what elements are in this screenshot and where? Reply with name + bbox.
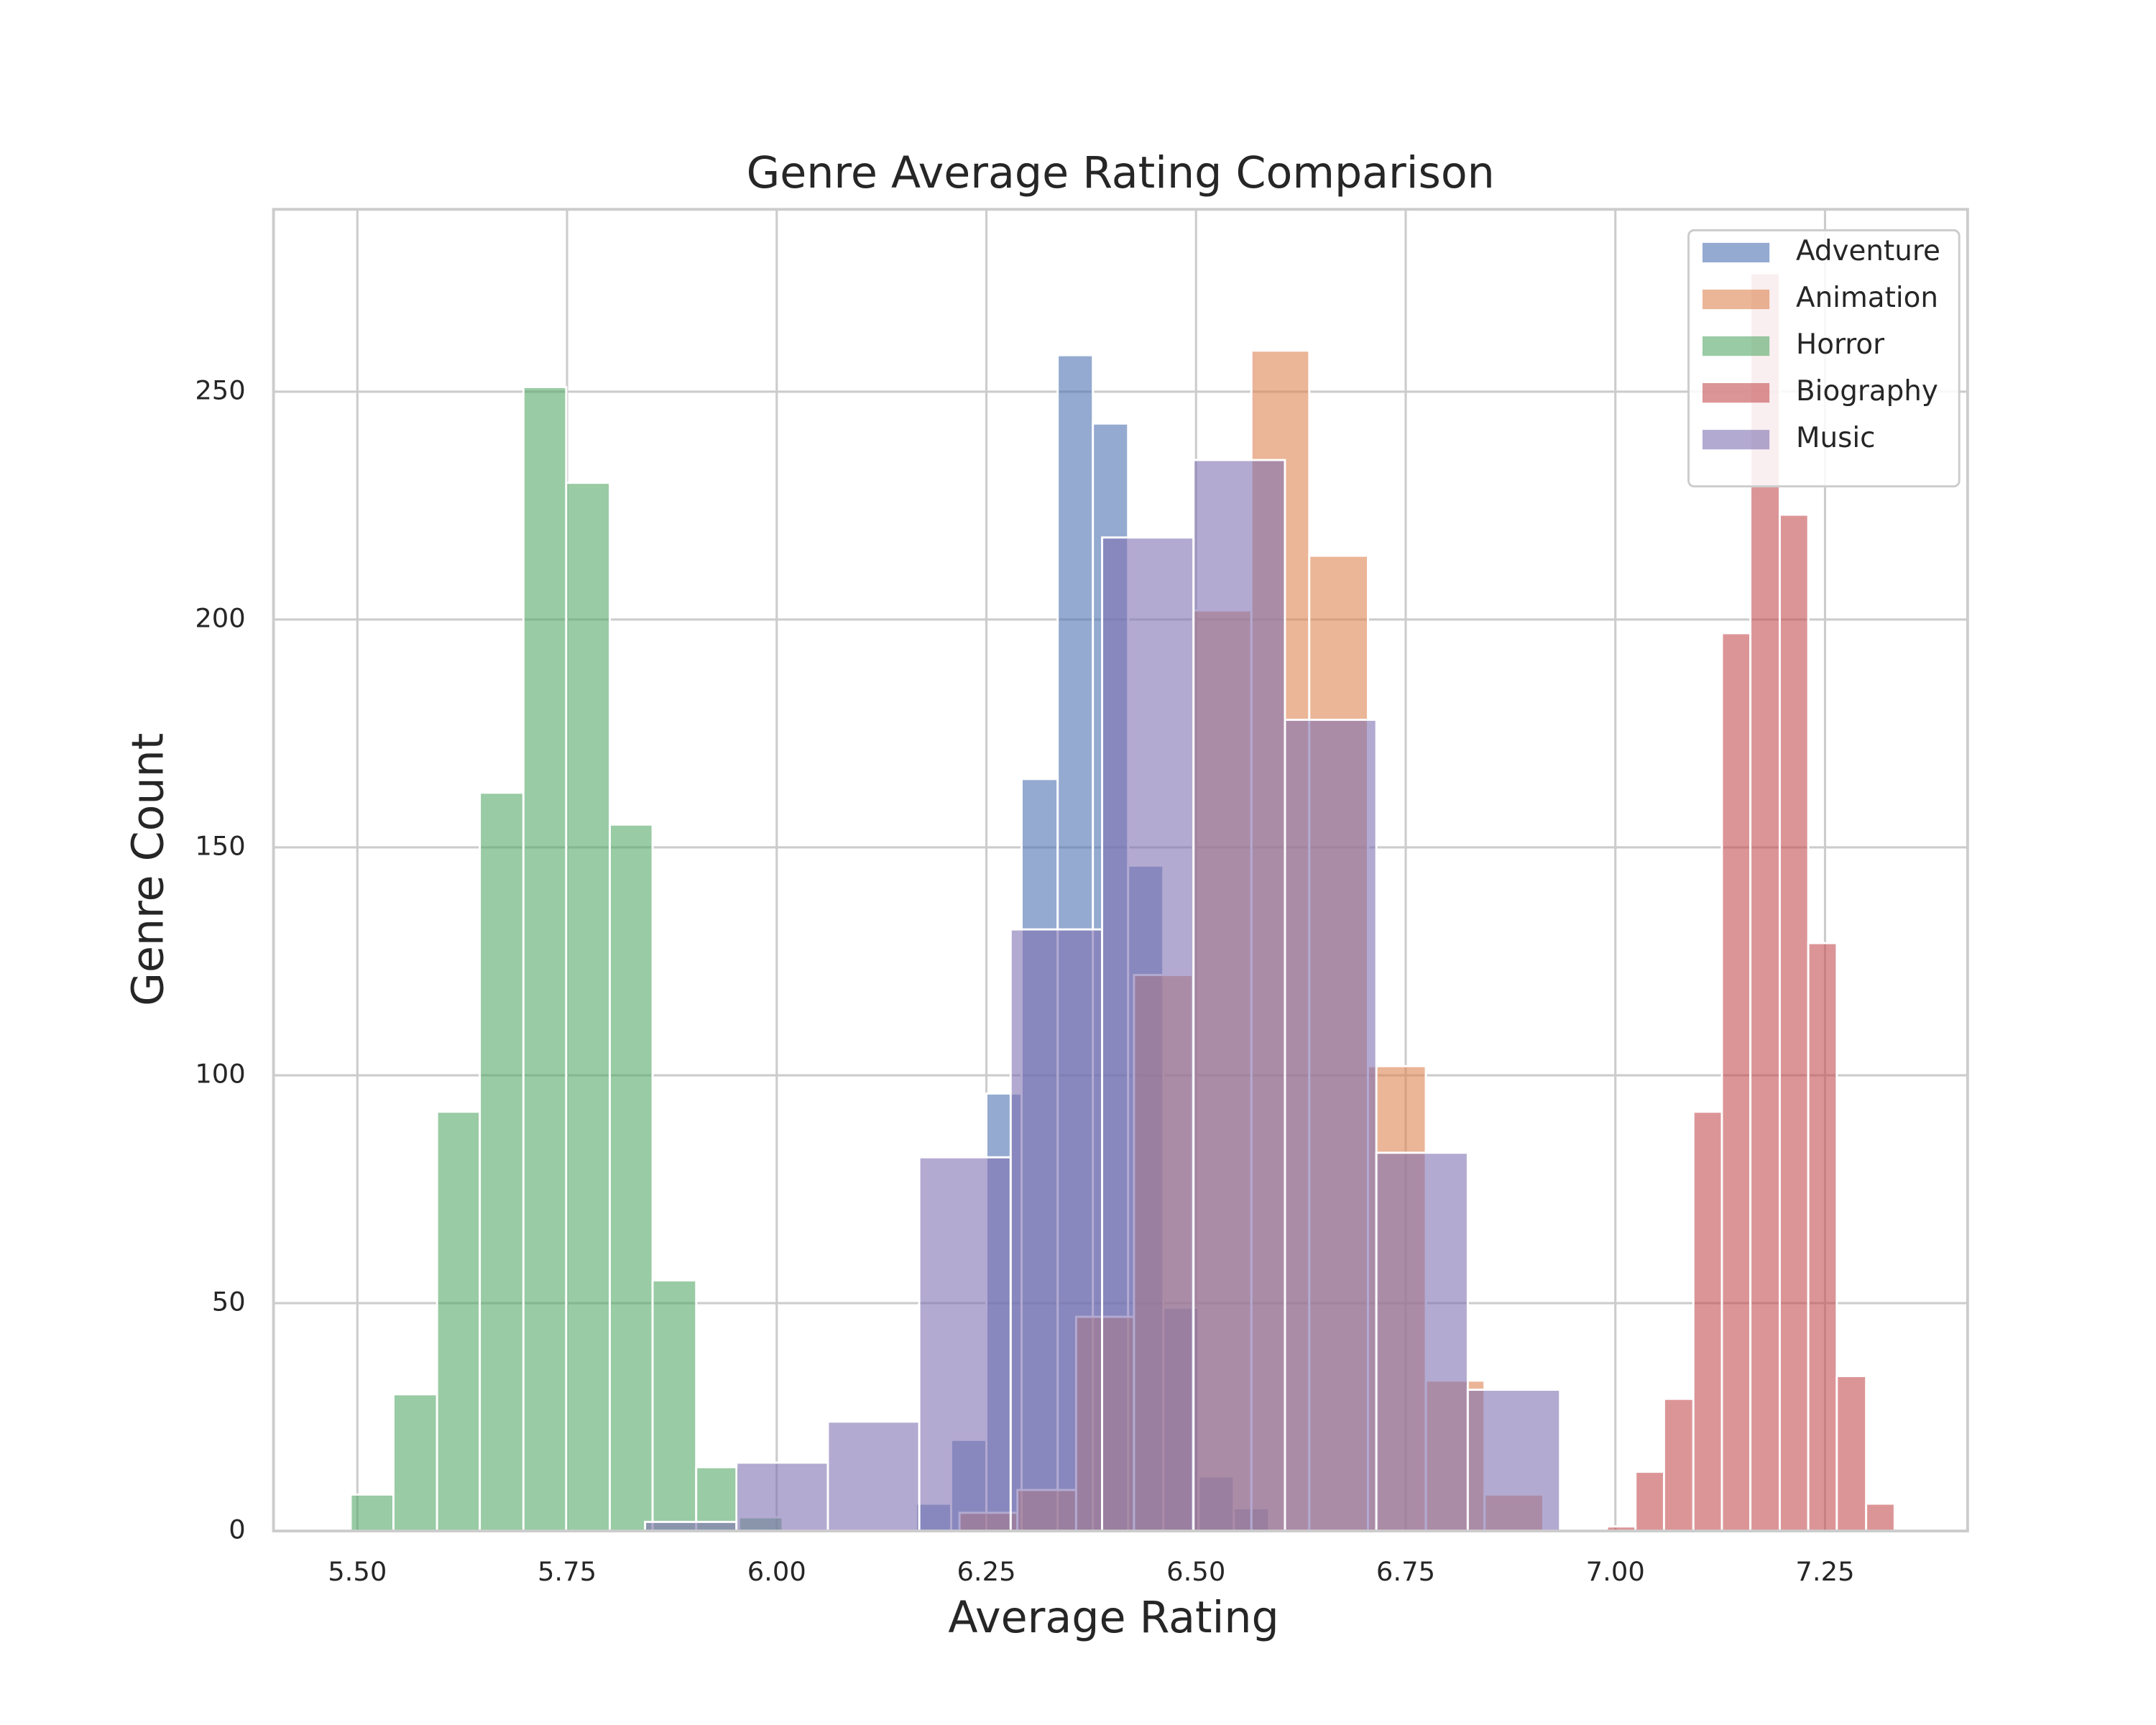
- histogram-bar: [1284, 718, 1378, 1532]
- histogram-bar: [522, 386, 568, 1532]
- y-tick-label: 100: [195, 1059, 245, 1090]
- x-tick-label: 5.75: [538, 1556, 596, 1587]
- histogram-bar: [1101, 536, 1195, 1532]
- legend-label: Adventure: [1796, 235, 1940, 267]
- histogram-bar: [1692, 1110, 1723, 1532]
- histogram-bar: [565, 482, 611, 1532]
- legend-label: Horror: [1796, 328, 1884, 361]
- y-tick-label: 150: [195, 830, 245, 861]
- legend-label: Biography: [1796, 375, 1938, 408]
- legend-swatch: [1702, 336, 1770, 356]
- histogram-bar: [609, 823, 654, 1532]
- histogram-bar: [1192, 459, 1286, 1532]
- x-tick-label: 6.00: [747, 1556, 806, 1587]
- x-tick-label: 7.00: [1586, 1556, 1645, 1587]
- histogram-bar: [1634, 1471, 1665, 1532]
- legend-swatch: [1702, 383, 1770, 403]
- y-tick-label: 250: [195, 374, 245, 405]
- histogram-bar: [479, 791, 525, 1532]
- histogram-bar: [1865, 1502, 1896, 1532]
- x-tick-label: 6.50: [1166, 1556, 1225, 1587]
- histogram-bar: [1807, 942, 1838, 1532]
- x-tick-label: 6.75: [1376, 1556, 1435, 1587]
- legend: Adventure Animation Horror Biography Music: [1687, 229, 1961, 488]
- histogram-bar: [1779, 513, 1810, 1532]
- legend-swatch: [1702, 242, 1770, 263]
- histogram-bar: [918, 1156, 1012, 1532]
- y-tick-label: 0: [229, 1514, 245, 1545]
- histogram-bar: [392, 1393, 438, 1532]
- y-tick-label: 200: [195, 602, 245, 633]
- legend-swatch: [1702, 289, 1770, 310]
- histogram-bar: [735, 1461, 829, 1532]
- x-tick-label: 5.50: [328, 1556, 387, 1587]
- legend-label: Animation: [1796, 282, 1938, 314]
- x-tick-label: 7.25: [1795, 1556, 1854, 1587]
- bars: [349, 272, 1896, 1532]
- histogram-bar: [349, 1493, 395, 1532]
- y-axis-label: Genre Count: [123, 733, 173, 1006]
- x-axis-label: Average Rating: [948, 1593, 1279, 1643]
- histogram-bar: [651, 1279, 698, 1532]
- plot-frame: [272, 208, 1969, 1533]
- histogram-bar: [826, 1420, 921, 1532]
- histogram-bar: [1009, 928, 1104, 1532]
- histogram-bar: [1720, 632, 1752, 1532]
- legend-swatch: [1702, 430, 1770, 450]
- chart-title: Genre Average Rating Comparison: [747, 148, 1495, 198]
- histogram-bar: [1466, 1389, 1562, 1532]
- histogram-bar: [1662, 1397, 1695, 1532]
- histogram-bar: [1835, 1375, 1868, 1532]
- y-tick-label: 50: [212, 1287, 246, 1317]
- legend-label: Music: [1796, 422, 1875, 454]
- x-tick-label: 6.25: [957, 1556, 1015, 1587]
- histogram-bar: [436, 1110, 482, 1532]
- histogram-bar: [1375, 1151, 1469, 1532]
